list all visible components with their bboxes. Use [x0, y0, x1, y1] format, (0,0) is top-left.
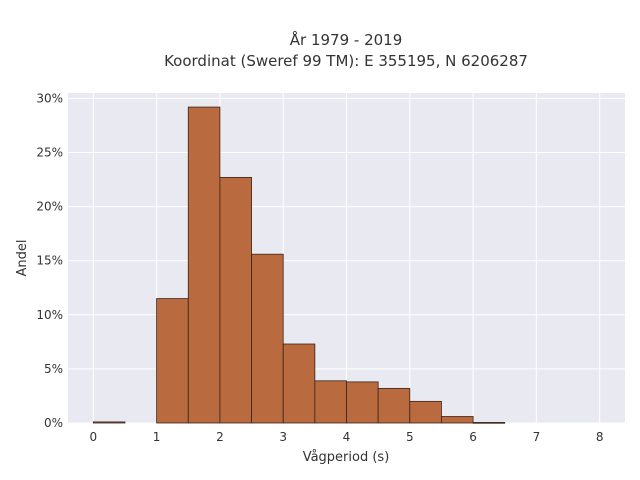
x-tick-label: 1 [153, 430, 161, 444]
y-axis-ticks: 0% 5% 10% 15% 20% 25% 30% [36, 91, 63, 430]
histogram-bar-8 [377, 387, 411, 424]
histogram-bar-3 [219, 176, 252, 424]
histogram-bar-5 [282, 343, 316, 424]
y-tick-label: 10% [36, 308, 63, 322]
histogram-bar-2 [187, 106, 221, 424]
histogram-bar-4 [251, 253, 284, 424]
y-tick-label: 0% [44, 416, 63, 430]
y-tick-label: 15% [36, 254, 63, 268]
histogram-bar-6 [314, 380, 347, 424]
x-axis-ticks: 0 1 2 3 4 5 6 7 8 [89, 430, 603, 444]
histogram-bar-10 [441, 416, 474, 424]
histogram-bar-9 [409, 400, 442, 424]
x-axis-label: Vågperiod (s) [303, 450, 390, 465]
y-tick-label: 5% [44, 362, 63, 376]
histogram-bar-1 [156, 298, 189, 424]
histogram-bar-7 [346, 381, 379, 424]
histogram-bar-0 [92, 421, 126, 424]
x-tick-label: 3 [279, 430, 287, 444]
chart-title-line-1: År 1979 - 2019 [290, 30, 403, 49]
bars-group [92, 106, 506, 424]
x-tick-label: 6 [469, 430, 477, 444]
x-tick-label: 8 [596, 430, 604, 444]
chart-title-line-2: Koordinat (Sweref 99 TM): E 355195, N 62… [164, 52, 528, 70]
x-tick-label: 5 [406, 430, 414, 444]
histogram-bar-11 [472, 422, 506, 424]
y-tick-label: 25% [36, 146, 63, 160]
y-tick-label: 30% [36, 91, 63, 105]
x-tick-label: 0 [89, 430, 97, 444]
y-axis-label: Andel [15, 240, 30, 277]
y-tick-label: 20% [36, 200, 63, 214]
x-tick-label: 4 [343, 430, 351, 444]
x-tick-label: 7 [533, 430, 541, 444]
x-tick-label: 2 [216, 430, 224, 444]
